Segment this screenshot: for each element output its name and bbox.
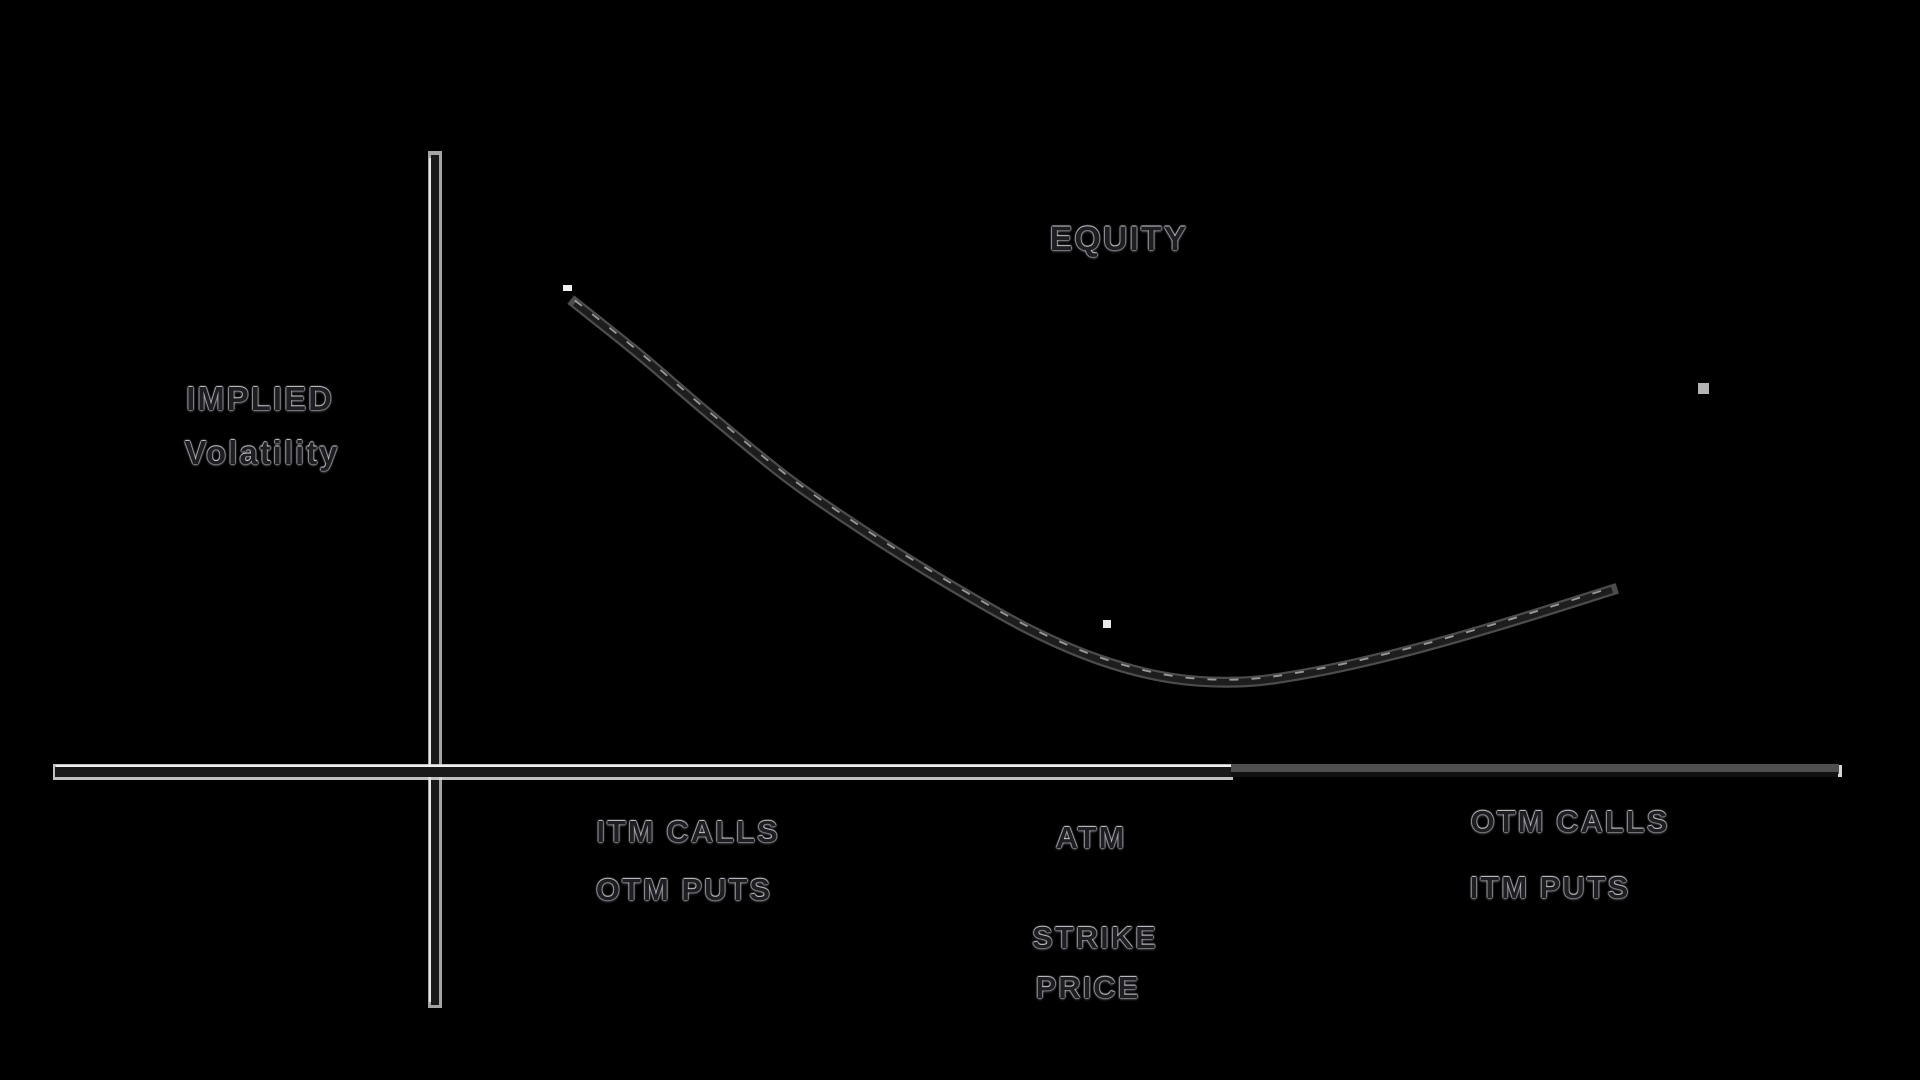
x-tick-center-atm: ATM bbox=[1055, 820, 1127, 855]
speck bbox=[563, 285, 572, 291]
x-tick-left-line1: ITM CALLS bbox=[596, 814, 780, 849]
speck bbox=[1698, 383, 1709, 394]
x-axis-title-line2: PRICE bbox=[1035, 970, 1141, 1005]
y-axis-label-line2: Volatility bbox=[184, 434, 340, 471]
chart-title: EQUITY bbox=[1049, 220, 1189, 258]
y-axis-label-line1: IMPLIED bbox=[186, 380, 334, 417]
x-tick-right-line2: ITM PUTS bbox=[1469, 870, 1631, 905]
iv-curve bbox=[572, 300, 1613, 686]
x-tick-right-line1: OTM CALLS bbox=[1470, 804, 1670, 839]
x-tick-left-line2: OTM PUTS bbox=[595, 872, 773, 907]
x-axis-title-line1: STRIKE bbox=[1032, 920, 1158, 955]
speck bbox=[1103, 620, 1111, 628]
iv-curve-glint bbox=[574, 299, 1613, 681]
iv-curve-halo bbox=[567, 295, 1619, 688]
